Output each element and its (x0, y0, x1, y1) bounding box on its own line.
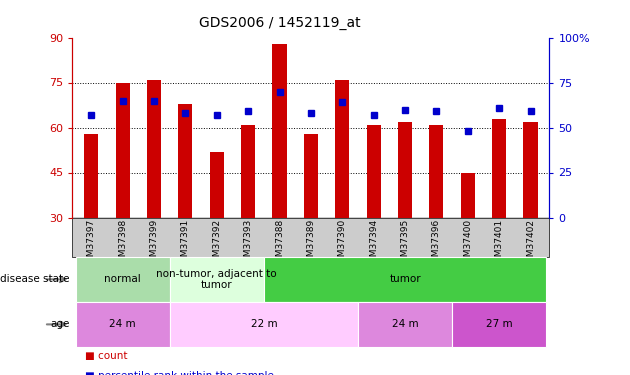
Bar (272, 44, 287, 218)
Bar (367, 124, 381, 217)
Bar (115, 82, 130, 218)
Bar (524, 122, 537, 218)
Bar (398, 122, 412, 218)
Text: ■ percentile rank within the sample: ■ percentile rank within the sample (85, 371, 274, 375)
Text: 24 m: 24 m (392, 320, 418, 329)
Bar (492, 118, 507, 218)
Text: age: age (50, 320, 69, 329)
Bar (241, 124, 255, 217)
Bar (210, 152, 224, 217)
Text: 22 m: 22 m (251, 320, 277, 329)
Bar (335, 80, 350, 218)
Bar (178, 104, 192, 218)
Bar (430, 124, 444, 217)
Text: GDS2006 / 1452119_at: GDS2006 / 1452119_at (198, 16, 360, 30)
Text: ■ count: ■ count (85, 351, 127, 361)
Bar (147, 80, 161, 218)
Text: tumor: tumor (389, 274, 421, 284)
Text: 27 m: 27 m (486, 320, 512, 329)
Bar (304, 134, 318, 218)
Text: non-tumor, adjacent to
tumor: non-tumor, adjacent to tumor (156, 268, 277, 290)
Bar (461, 172, 475, 217)
Text: disease state: disease state (0, 274, 69, 284)
Text: 24 m: 24 m (110, 320, 136, 329)
Bar (84, 134, 98, 218)
Text: normal: normal (105, 274, 141, 284)
